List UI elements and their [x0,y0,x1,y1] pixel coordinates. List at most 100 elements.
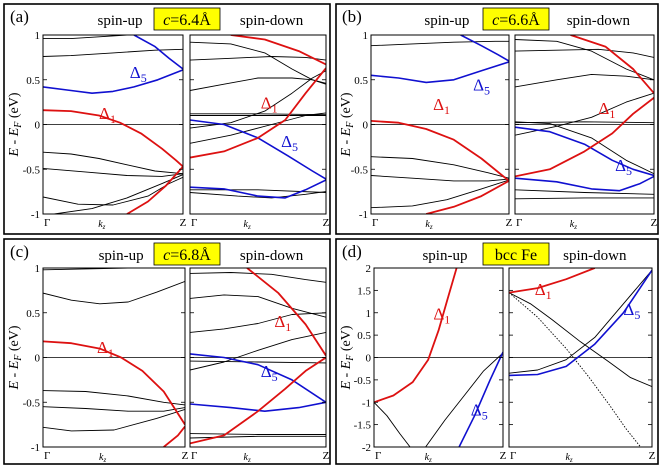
y-tick-label: -1.5 [354,420,372,432]
x-tick-label: Z [323,450,330,462]
band-label: Δ1 [97,338,114,360]
band-line [515,121,654,175]
band-line [190,191,326,199]
y-tick-label: 0 [35,120,41,132]
band-line [190,433,326,435]
y-axis-label: E - EF (eV) [339,325,356,390]
param-tag: c=6.4Å [163,11,211,29]
param-tag: bcc Fe [495,247,537,264]
panel-frame [335,3,659,235]
band-label: Δ5 [281,132,298,154]
x-axis-label: kz [244,219,251,231]
y-tick-label: 0.5 [26,308,40,320]
band-line [509,268,596,294]
y-axis-label: E - EF (eV) [7,92,24,157]
panel-label: (b) [342,7,362,26]
band-line [190,312,326,333]
band-line [509,292,652,388]
panel-frame [3,3,331,235]
band-line [515,96,654,178]
y-tick-label: 2 [366,263,372,275]
x-tick-label: Γ [375,450,381,462]
band-line [371,179,509,209]
bands [515,35,654,200]
band-line [54,174,183,214]
band-line [43,280,185,305]
x-tick-label: Z [651,217,658,229]
y-tick-label: 1 [366,308,372,320]
band-line [371,40,509,47]
band-line [43,151,183,175]
band-line [43,176,183,206]
subplot-spin-down: Γ Zkz Δ1 Δ5 [189,267,330,464]
x-tick-label: Γ [510,450,516,462]
band-label: Δ1 [274,312,291,334]
param-tag: c=6.6Å [492,11,540,29]
param-tag: c=6.8Å [163,246,211,264]
band-label: Δ1 [535,280,552,302]
y-tick-label: 0.5 [357,330,371,342]
band-line [371,120,509,182]
band-line [458,351,503,447]
x-axis-label: kz [99,452,106,464]
panel-frame [3,238,331,465]
band-line [515,175,654,192]
band-line [230,35,326,66]
band-label: Δ1 [99,104,116,126]
band-line [190,360,326,364]
title-spin-down: spin-down [240,13,304,29]
param-tag-box [153,242,221,266]
title-spin-down: spin-down [563,248,627,264]
band-line [509,269,652,374]
title-spin-up: spin-up [99,248,144,264]
x-axis-label: kz [425,219,432,231]
band-line [371,156,509,179]
band-label: Δ5 [471,401,488,423]
band-label: Δ5 [261,362,278,384]
x-tick-label: Z [649,450,656,462]
band-line [43,69,183,94]
title-spin-up: spin-up [98,13,143,29]
band-line [190,331,326,371]
y-axis-label: E - EF (eV) [7,325,24,390]
y-tick-label: -0.5 [23,397,41,409]
band-line [190,356,326,445]
band-line [515,73,654,88]
bands [371,35,509,214]
band-line [374,401,411,447]
band-line [126,166,183,214]
band-line [515,126,654,177]
band-line [509,269,652,377]
band-line [190,353,326,403]
band-line [190,272,326,283]
band-line [190,112,326,144]
band-line [190,113,326,116]
band-line [246,268,326,357]
title-spin-up: spin-up [424,13,469,29]
param-tag-box [153,7,221,31]
x-tick-label: Z [500,450,507,462]
band-line [43,48,183,57]
y-tick-label: -1 [31,209,40,221]
band-line [190,119,326,180]
band-label: Δ5 [473,75,490,97]
bands [43,35,183,214]
band-line [43,340,185,426]
x-tick-label: Γ [191,450,197,462]
x-axis-label: kz [244,452,251,464]
y-tick-label: 0 [363,120,369,132]
band-line [570,35,654,94]
band-line [43,109,183,168]
band-line [371,175,509,182]
subplot-spin-up: 2 1.5 1 0.5 0 -0.5 -1 -1.5 -2 Γ Zkz Δ1 Δ5 [354,263,507,464]
y-tick-label: -2 [362,442,371,454]
bands [190,268,326,445]
y-tick-label: 1.5 [357,285,371,297]
band-line [43,408,185,432]
y-tick-label: 0 [35,353,41,365]
x-tick-label: Γ [372,217,378,229]
band-line [190,179,326,199]
param-tag-box [482,242,550,266]
